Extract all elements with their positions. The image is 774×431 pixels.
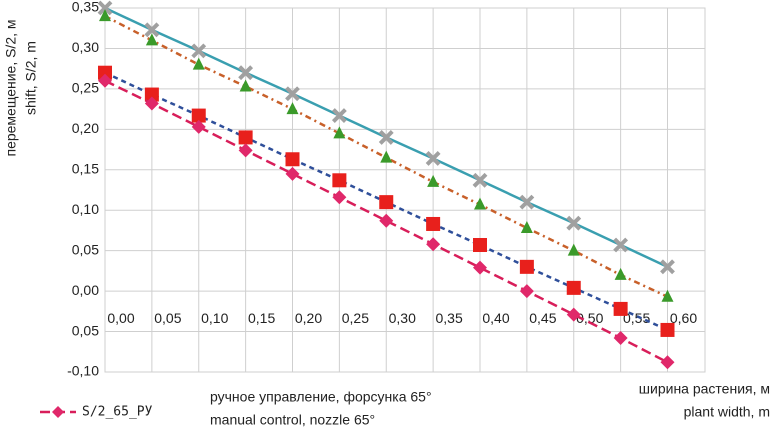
marker — [238, 143, 253, 158]
marker — [238, 130, 253, 145]
y-tick-label: 0,25 — [72, 80, 99, 96]
y-tick-label: 0,10 — [72, 201, 99, 217]
y-tick-label: -0,10 — [67, 363, 99, 379]
marker — [567, 243, 580, 256]
marker — [331, 108, 347, 123]
marker — [285, 166, 300, 181]
x-tick-label: 0,15 — [248, 310, 275, 326]
marker — [333, 126, 346, 139]
x-tick-label: 0,50 — [576, 310, 603, 326]
legend-label: S/2_65_РУ — [82, 405, 153, 420]
y-tick-label: 0,05 — [72, 322, 99, 338]
marker — [99, 9, 111, 22]
marker — [380, 150, 393, 163]
marker — [285, 86, 300, 102]
marker — [238, 65, 254, 81]
marker — [520, 221, 533, 234]
marker — [191, 43, 207, 59]
marker — [379, 195, 394, 210]
marker — [285, 152, 300, 167]
marker — [472, 172, 488, 188]
legend-marker — [52, 406, 64, 418]
y-tick-label: 0,15 — [72, 160, 99, 176]
marker — [378, 130, 394, 145]
marker — [98, 65, 112, 80]
x-tick-label: 0,05 — [154, 310, 181, 326]
marker — [519, 259, 534, 274]
marker — [97, 0, 113, 16]
x-tick-label: 0,10 — [201, 310, 228, 326]
marker — [379, 213, 394, 228]
y-tick-label: 0,20 — [72, 120, 99, 136]
marker — [566, 280, 581, 295]
x-axis-label: plant width, m — [684, 404, 770, 420]
marker — [144, 96, 159, 111]
marker — [239, 79, 252, 92]
y-tick-label: 0,35 — [72, 0, 99, 15]
marker — [614, 267, 627, 280]
marker — [566, 307, 581, 322]
marker — [473, 260, 487, 275]
marker — [566, 215, 582, 231]
marker — [192, 57, 205, 70]
marker — [660, 355, 675, 370]
y-axis-label: перемещение, S/2, м — [3, 19, 19, 156]
x-tick-label: 0,35 — [436, 310, 463, 326]
x-tick-label: 0,20 — [295, 310, 322, 326]
marker — [332, 190, 347, 205]
x-tick-label: 0,30 — [389, 310, 416, 326]
marker — [613, 237, 629, 253]
x-axis-label: ширина растения, м — [639, 381, 770, 397]
marker — [426, 216, 441, 231]
x-tick-label: 0,00 — [107, 310, 134, 326]
marker — [613, 301, 628, 316]
annotation: ручное управление, форсунка 65° — [210, 389, 432, 405]
marker — [474, 197, 486, 210]
annotation: manual control, nozzle 65° — [210, 412, 375, 428]
marker — [191, 108, 206, 123]
marker — [427, 174, 440, 187]
marker — [98, 73, 112, 88]
x-tick-label: 0,25 — [342, 310, 369, 326]
marker — [425, 151, 441, 166]
y-tick-label: 0,05 — [72, 241, 99, 257]
marker — [332, 173, 347, 188]
marker — [473, 238, 487, 253]
y-axis-label: shift, S/2, m — [23, 41, 39, 115]
marker — [660, 259, 675, 275]
marker — [286, 102, 299, 115]
marker — [145, 33, 158, 46]
x-tick-label: 0,40 — [482, 310, 509, 326]
marker — [519, 284, 534, 299]
marker — [613, 331, 628, 346]
marker — [191, 119, 206, 134]
marker — [144, 22, 160, 38]
y-tick-label: 0,00 — [72, 282, 99, 298]
marker — [426, 237, 441, 252]
x-tick-label: 0,45 — [529, 310, 556, 326]
marker — [144, 87, 159, 102]
y-tick-label: 0,30 — [72, 39, 99, 55]
marker — [519, 194, 535, 210]
marker — [661, 289, 674, 302]
marker — [660, 322, 675, 337]
x-tick-label: 0,60 — [670, 310, 697, 326]
